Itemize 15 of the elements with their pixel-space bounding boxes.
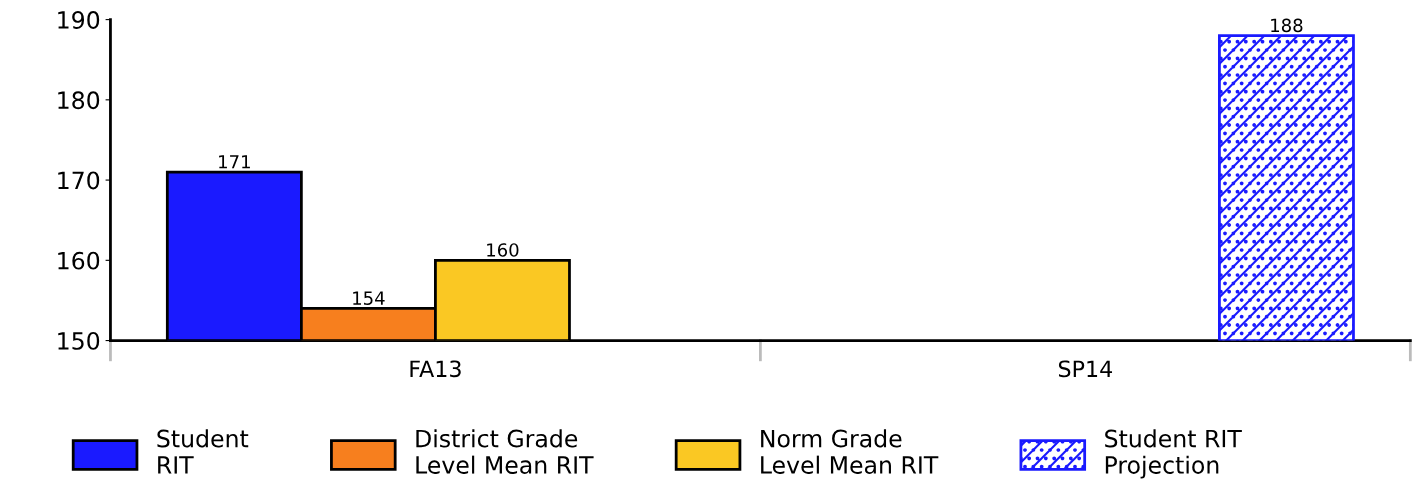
x-tick-label: FA13: [410, 360, 461, 378]
legend-label: Norm Grade Level Mean RIT: [761, 429, 939, 474]
x-tick-label: SP14: [1058, 360, 1113, 378]
legend-label: District Grade Level Mean RIT: [416, 429, 594, 474]
data-label: 160: [487, 243, 519, 257]
data-label: 154: [353, 291, 385, 305]
legend-label: Student RIT: [157, 429, 249, 474]
y-tick-label: 160: [58, 251, 100, 270]
y-tick-label: 170: [58, 171, 100, 190]
data-label: 188: [1271, 18, 1303, 33]
y-tick-label: 190: [58, 11, 100, 29]
data-label: 171: [219, 155, 250, 169]
legend-label: Student RIT Projection: [1105, 429, 1242, 479]
y-tick-label: 180: [58, 91, 100, 110]
y-tick-label: 150: [58, 332, 100, 350]
